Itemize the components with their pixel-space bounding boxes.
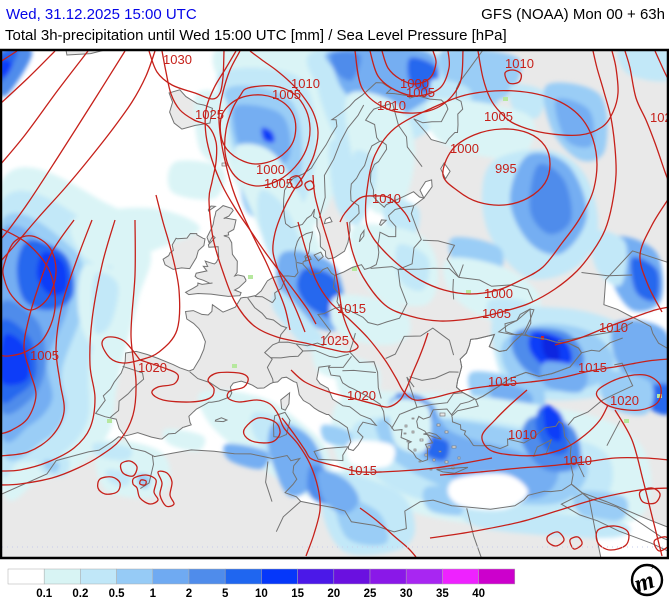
svg-text:1025: 1025 xyxy=(195,107,224,122)
svg-text:1010: 1010 xyxy=(508,427,537,442)
svg-text:1: 1 xyxy=(150,588,157,600)
svg-text:40: 40 xyxy=(472,588,485,600)
svg-text:2: 2 xyxy=(186,588,192,600)
svg-text:1010: 1010 xyxy=(377,98,406,113)
svg-text:1005: 1005 xyxy=(264,176,293,191)
svg-text:GFS (NOAA) Mon 00 + 63h: GFS (NOAA) Mon 00 + 63h xyxy=(481,6,665,23)
svg-text:0.1: 0.1 xyxy=(36,588,53,600)
svg-text:’: ’ xyxy=(649,562,658,578)
svg-text:15: 15 xyxy=(291,588,304,600)
svg-text:1020: 1020 xyxy=(138,360,167,375)
svg-text:1025: 1025 xyxy=(320,333,349,348)
svg-text:1020: 1020 xyxy=(347,388,376,403)
svg-text:1020: 1020 xyxy=(610,393,639,408)
svg-text:1010: 1010 xyxy=(291,76,320,91)
svg-text:1010: 1010 xyxy=(505,56,534,71)
svg-text:1015: 1015 xyxy=(337,301,366,316)
svg-text:1010: 1010 xyxy=(599,320,628,335)
svg-text:1000: 1000 xyxy=(484,286,513,301)
svg-text:25: 25 xyxy=(364,588,377,600)
svg-text:Wed, 31.12.2025 15:00 UTC: Wed, 31.12.2025 15:00 UTC xyxy=(6,6,197,23)
svg-text:1000: 1000 xyxy=(400,76,429,91)
svg-text:1005: 1005 xyxy=(482,306,511,321)
svg-text:1015: 1015 xyxy=(348,463,377,478)
svg-text:1000: 1000 xyxy=(256,162,285,177)
svg-text:1020: 1020 xyxy=(650,110,669,125)
svg-text:0.5: 0.5 xyxy=(109,588,126,600)
svg-text:1030: 1030 xyxy=(163,52,192,67)
svg-text:10: 10 xyxy=(255,588,268,600)
svg-text:1005: 1005 xyxy=(272,87,301,102)
svg-text:0.2: 0.2 xyxy=(72,588,88,600)
svg-text:1005: 1005 xyxy=(406,85,435,100)
svg-text:20: 20 xyxy=(327,588,340,600)
svg-text:5: 5 xyxy=(222,588,229,600)
svg-text:Total 3h-precipitation until W: Total 3h-precipitation until Wed 15:00 U… xyxy=(5,27,507,44)
svg-text:995: 995 xyxy=(495,161,517,176)
svg-text:1005: 1005 xyxy=(484,109,513,124)
svg-text:1010: 1010 xyxy=(372,191,401,206)
svg-text:30: 30 xyxy=(400,588,413,600)
svg-text:1010: 1010 xyxy=(563,453,592,468)
svg-text:35: 35 xyxy=(436,588,449,600)
svg-text:1005: 1005 xyxy=(30,348,59,363)
svg-text:1015: 1015 xyxy=(488,374,517,389)
svg-text:1015: 1015 xyxy=(578,360,607,375)
svg-text:1000: 1000 xyxy=(450,141,479,156)
